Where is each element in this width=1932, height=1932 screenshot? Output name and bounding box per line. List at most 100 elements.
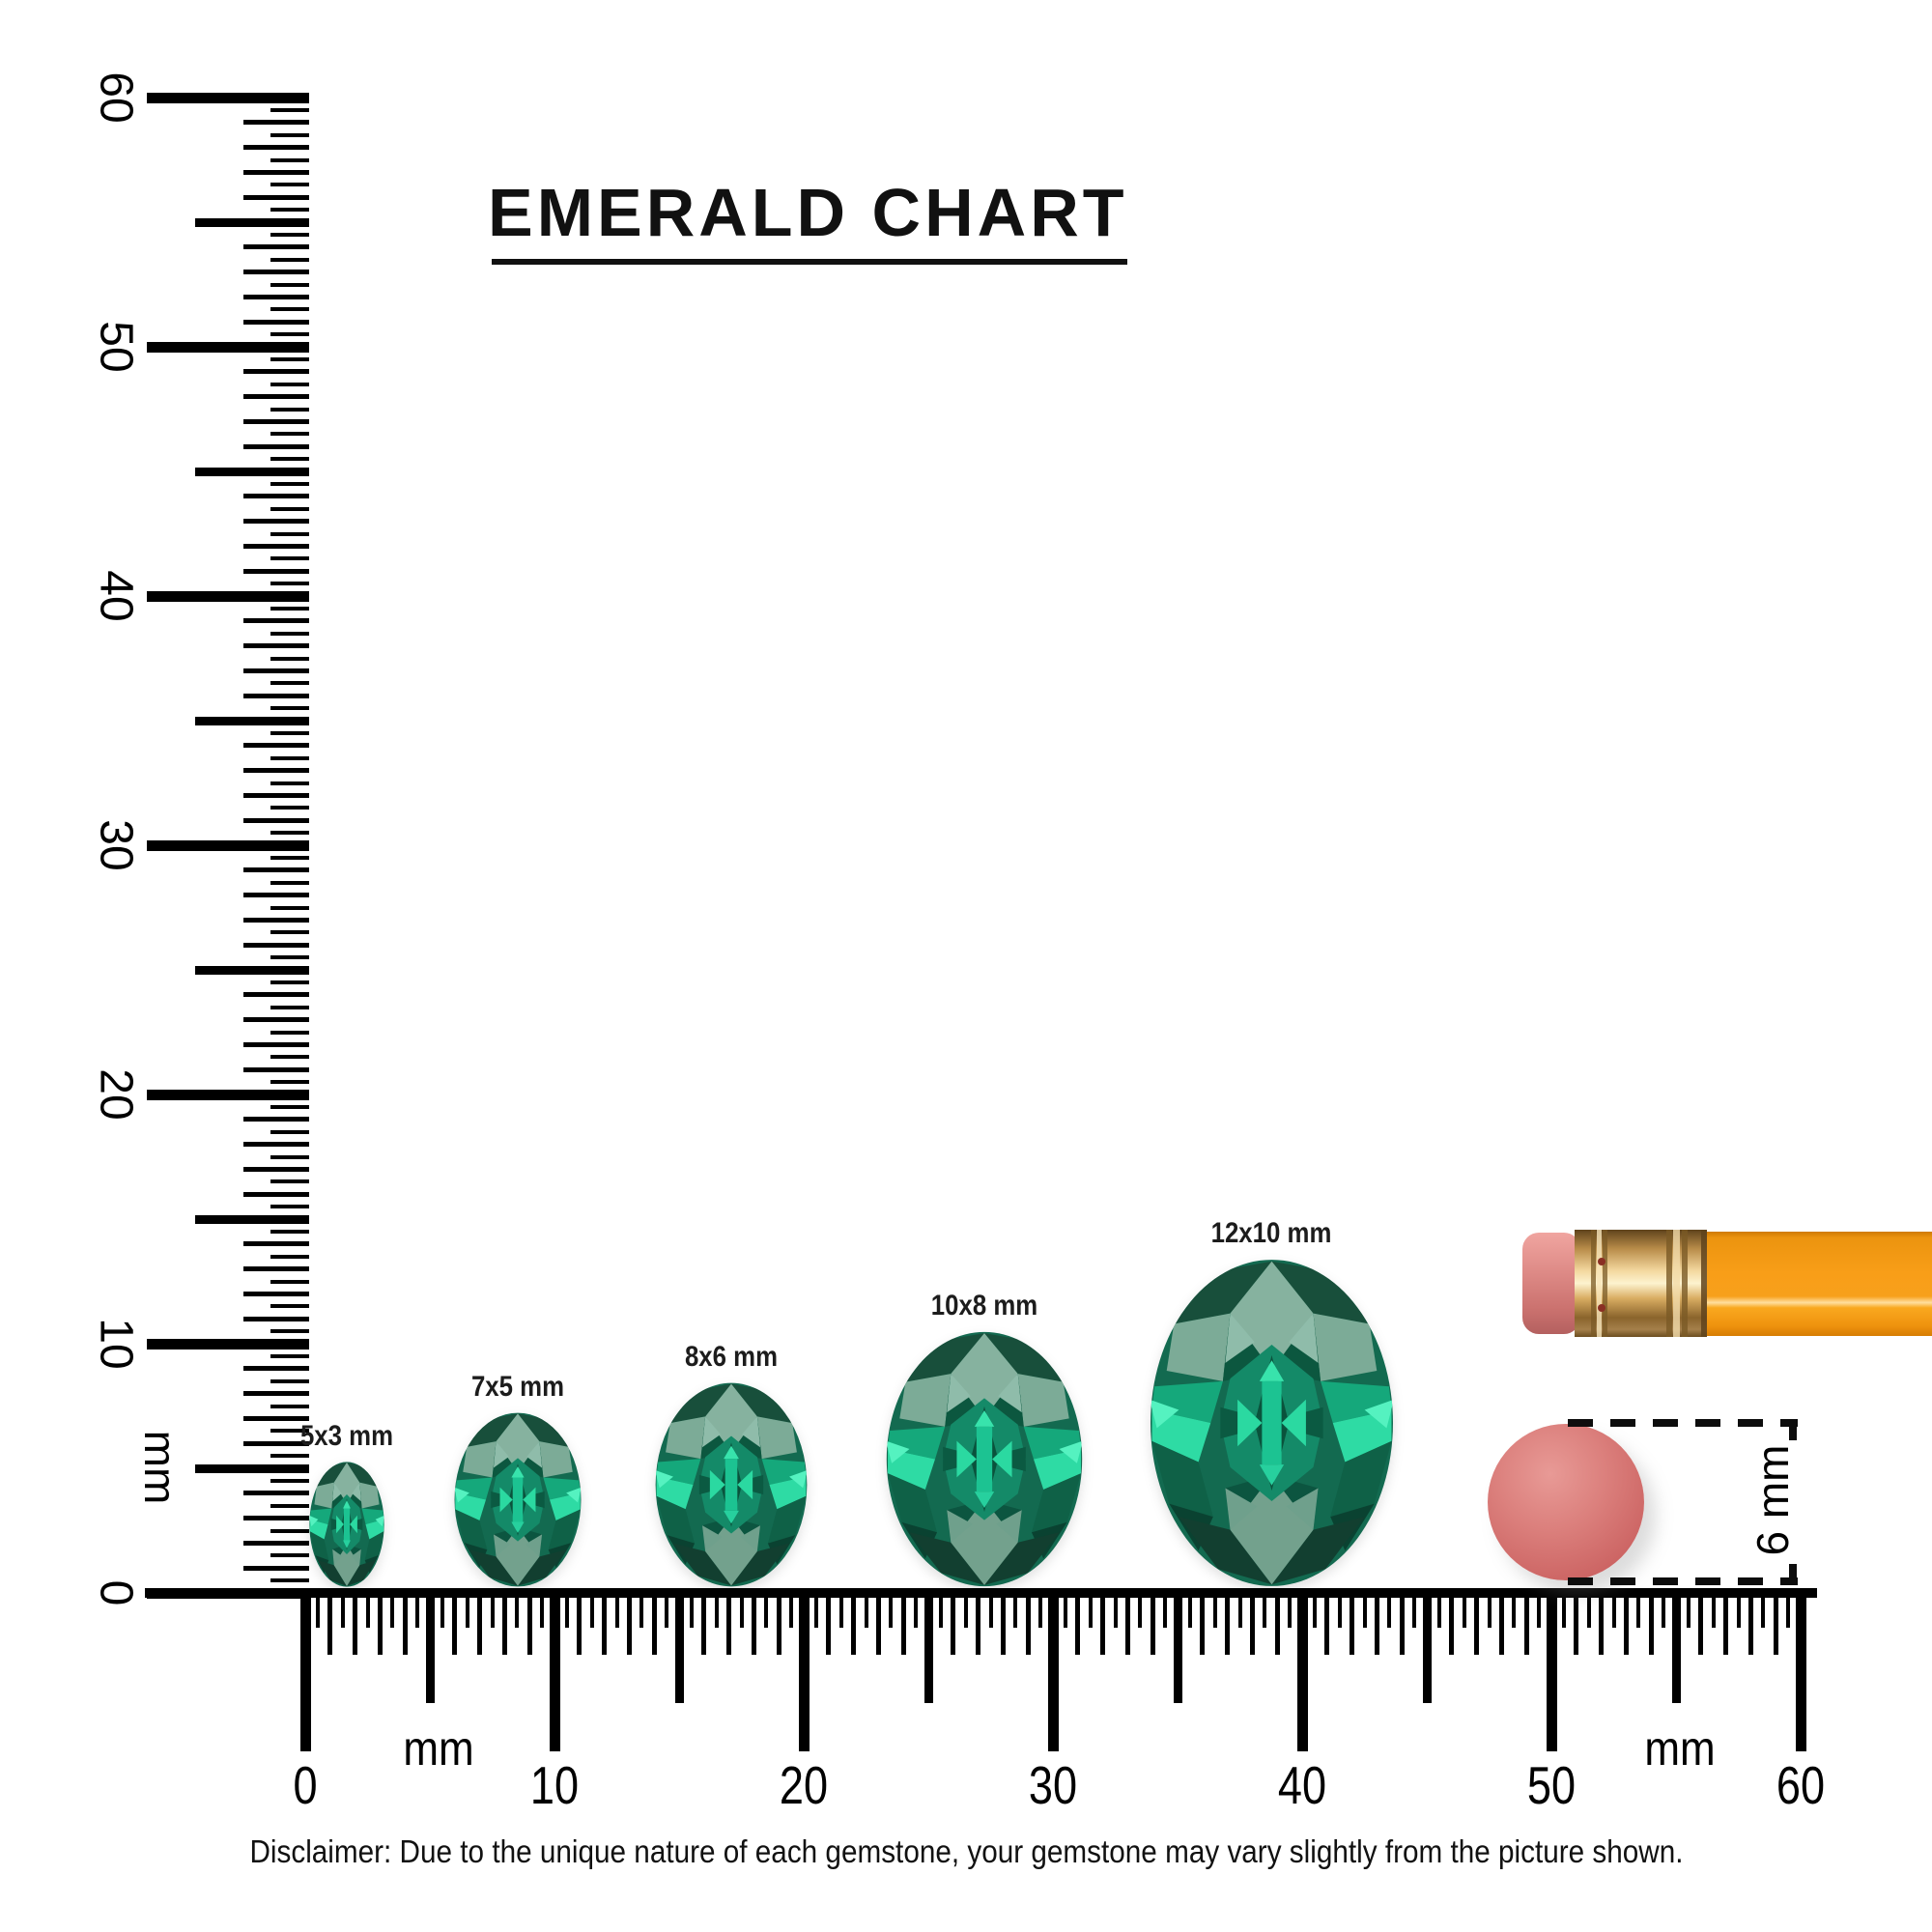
bottom-ruler-tick bbox=[390, 1589, 395, 1628]
bottom-ruler-tick bbox=[776, 1589, 781, 1655]
bottom-ruler-tick bbox=[1138, 1589, 1143, 1628]
bottom-ruler-tick bbox=[689, 1589, 694, 1628]
bottom-ruler-tick bbox=[1773, 1589, 1778, 1655]
left-ruler-tick bbox=[270, 980, 309, 984]
left-ruler-tick bbox=[270, 905, 309, 910]
left-ruler-tick bbox=[270, 407, 309, 412]
disclaimer: Disclaimer: Due to the unique nature of … bbox=[0, 1833, 1932, 1870]
bottom-ruler-tick bbox=[1113, 1589, 1118, 1628]
gem-6x8 bbox=[655, 1382, 808, 1587]
left-ruler-number: 30 bbox=[90, 819, 142, 871]
bottom-ruler-tick bbox=[564, 1589, 569, 1628]
dashed-corner-bottom bbox=[1789, 1564, 1797, 1577]
left-ruler-tick bbox=[270, 1254, 309, 1259]
bottom-ruler-tick bbox=[651, 1589, 657, 1655]
bottom-ruler-tick bbox=[1350, 1589, 1355, 1655]
left-ruler-tick bbox=[243, 1017, 309, 1023]
bottom-ruler-tick bbox=[515, 1589, 520, 1628]
left-ruler-tick bbox=[270, 157, 309, 162]
left-ruler-tick bbox=[243, 1516, 309, 1521]
bottom-ruler-tick bbox=[1324, 1589, 1330, 1655]
bottom-ruler-number: 40 bbox=[1277, 1755, 1327, 1815]
bottom-ruler-tick bbox=[1586, 1589, 1591, 1628]
left-ruler-tick bbox=[243, 1391, 309, 1397]
bottom-ruler-tick bbox=[739, 1589, 744, 1628]
bottom-ruler-tick bbox=[764, 1589, 769, 1628]
left-ruler-tick bbox=[270, 531, 309, 536]
title-underline bbox=[492, 259, 1127, 265]
left-ruler-tick bbox=[195, 716, 309, 725]
left-ruler-tick bbox=[270, 1179, 309, 1184]
bottom-ruler-tick bbox=[340, 1589, 345, 1628]
left-ruler-tick bbox=[243, 992, 309, 998]
left-ruler-tick bbox=[270, 132, 309, 137]
gem-8x10 bbox=[886, 1331, 1083, 1587]
left-ruler-tick bbox=[243, 1166, 309, 1172]
bottom-ruler-tick bbox=[914, 1589, 919, 1628]
left-ruler-tick bbox=[270, 855, 309, 860]
left-ruler-tick bbox=[243, 294, 309, 299]
bottom-ruler-tick bbox=[1537, 1589, 1542, 1628]
bottom-ruler-tick bbox=[327, 1589, 333, 1655]
bottom-ruler-tick bbox=[789, 1589, 794, 1628]
left-ruler-tick bbox=[270, 656, 309, 661]
left-ruler-number: 50 bbox=[90, 321, 142, 373]
gem-stone-image bbox=[1150, 1259, 1394, 1587]
left-ruler-tick bbox=[195, 467, 309, 476]
left-ruler-tick bbox=[270, 432, 309, 437]
left-ruler-tick bbox=[270, 880, 309, 885]
left-ruler-tick bbox=[243, 1440, 309, 1446]
left-ruler-tick bbox=[270, 1503, 309, 1508]
bottom-ruler-tick bbox=[526, 1589, 532, 1655]
gem-size-label: 5x3 mm bbox=[299, 1420, 394, 1452]
bottom-ruler-tick bbox=[1686, 1589, 1690, 1628]
left-ruler-tick bbox=[243, 1266, 309, 1272]
left-ruler-tick bbox=[270, 1353, 309, 1358]
bottom-ruler-tick bbox=[923, 1589, 933, 1703]
left-ruler-tick bbox=[243, 1142, 309, 1148]
left-ruler-tick bbox=[270, 332, 309, 337]
bottom-ruler-tick bbox=[1288, 1589, 1293, 1628]
gem-stone-image bbox=[309, 1462, 384, 1587]
bottom-ruler-unit-label-right: mm bbox=[1644, 1721, 1716, 1776]
bottom-ruler-number: 50 bbox=[1526, 1755, 1577, 1815]
bottom-ruler-tick bbox=[798, 1589, 810, 1751]
left-ruler-tick bbox=[270, 631, 309, 636]
bottom-ruler-tick bbox=[614, 1589, 619, 1628]
bottom-ruler-tick bbox=[1462, 1589, 1466, 1628]
left-ruler-tick bbox=[147, 590, 309, 602]
left-ruler-tick bbox=[270, 183, 309, 187]
left-ruler-number: 0 bbox=[90, 1579, 142, 1606]
bottom-ruler-tick bbox=[1648, 1589, 1654, 1655]
bottom-ruler-tick bbox=[1399, 1589, 1405, 1655]
gem-size-label: 8x6 mm bbox=[684, 1341, 779, 1373]
left-ruler-tick bbox=[243, 319, 309, 325]
gem-stone-image bbox=[655, 1382, 808, 1587]
bottom-ruler-tick bbox=[1312, 1589, 1317, 1628]
bottom-ruler-tick bbox=[701, 1589, 707, 1655]
bottom-ruler-tick bbox=[1063, 1589, 1067, 1628]
bottom-ruler-tick bbox=[838, 1589, 843, 1628]
bottom-ruler-tick bbox=[1786, 1589, 1791, 1628]
left-ruler-tick bbox=[270, 1429, 309, 1434]
bottom-ruler-tick bbox=[1212, 1589, 1217, 1628]
pencil-eraser bbox=[1522, 1233, 1580, 1334]
bottom-ruler-tick bbox=[1436, 1589, 1441, 1628]
gem-size-label: 12x10 mm bbox=[1210, 1217, 1332, 1249]
bottom-ruler-tick bbox=[425, 1589, 435, 1703]
bottom-ruler-tick bbox=[976, 1589, 981, 1655]
left-ruler-unit-label: mm bbox=[135, 1430, 185, 1505]
bottom-ruler-tick bbox=[1561, 1589, 1566, 1628]
bottom-ruler-tick bbox=[1387, 1589, 1392, 1628]
left-ruler-tick bbox=[270, 781, 309, 785]
left-ruler-tick bbox=[270, 107, 309, 112]
left-ruler-tick bbox=[270, 681, 309, 686]
bottom-ruler-tick bbox=[1512, 1589, 1517, 1628]
bottom-ruler-tick bbox=[589, 1589, 594, 1628]
left-ruler-tick bbox=[270, 706, 309, 711]
bottom-ruler-tick bbox=[1163, 1589, 1168, 1628]
bottom-ruler-tick bbox=[1671, 1589, 1681, 1703]
bottom-ruler-tick bbox=[951, 1589, 956, 1655]
bottom-ruler-tick bbox=[1088, 1589, 1093, 1628]
left-ruler-tick bbox=[270, 382, 309, 386]
